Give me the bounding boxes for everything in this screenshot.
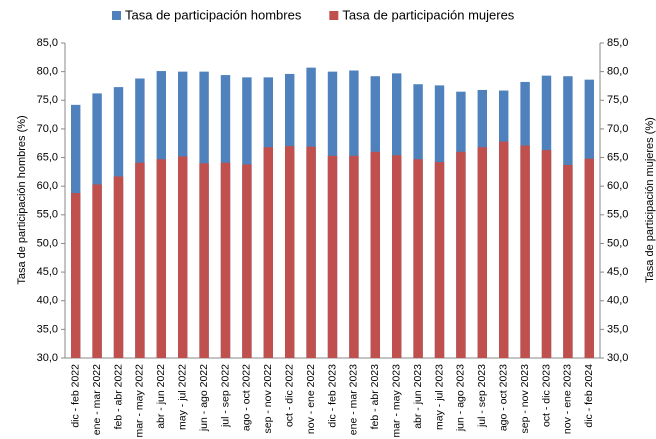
bar (434, 162, 445, 358)
y2-axis-title: Tasa de participación mujeres (%) (644, 117, 656, 283)
x-tick-label: ago - oct 2023 (497, 364, 509, 431)
x-tick-label: oct - dic 2023 (540, 364, 552, 427)
bar (456, 151, 466, 358)
legend-label: Tasa de participación mujeres (342, 7, 514, 22)
x-tick-label: jun - ago 2023 (455, 364, 467, 432)
x-tick-label: dic - feb 2024 (583, 364, 595, 428)
legend-swatch (112, 11, 121, 20)
bar (563, 164, 573, 358)
bar (391, 155, 402, 358)
legend-swatch (329, 11, 339, 20)
x-tick-label: jul - sep 2023 (476, 364, 488, 428)
bar (327, 155, 338, 358)
bar (520, 145, 530, 358)
legend-label: Tasa de participación hombres (125, 7, 302, 22)
x-tick-label: may - jul 2022 (176, 364, 188, 430)
y2-tick-label: 30,0 (607, 352, 628, 364)
y2-tick-label: 40,0 (607, 295, 628, 307)
x-tick-label: mar - may 2022 (134, 364, 146, 438)
bar (113, 176, 124, 358)
y-tick-label: 45,0 (37, 266, 58, 278)
y-tick-label: 80,0 (37, 66, 58, 78)
x-tick-label: dic - feb 2022 (69, 364, 81, 428)
y-tick-label: 65,0 (37, 151, 58, 163)
y2-tick-label: 35,0 (607, 323, 628, 335)
x-tick-label: mar - may 2023 (390, 364, 402, 438)
x-tick-label: jun - ago 2022 (198, 364, 210, 432)
bar (477, 147, 488, 358)
y-tick-label: 30,0 (37, 352, 58, 364)
y-tick-label: 75,0 (37, 94, 58, 106)
y-tick-label: 70,0 (37, 123, 58, 135)
x-tick-label: nov - ene 2022 (305, 364, 317, 434)
y-tick-label: 55,0 (37, 209, 58, 221)
x-tick-label: ago - oct 2022 (241, 364, 253, 431)
bar (498, 141, 509, 358)
x-tick-label: ene - mar 2022 (91, 364, 103, 435)
x-tick-label: oct - dic 2022 (283, 364, 295, 427)
bar (220, 162, 231, 358)
x-tick-label: dic - feb 2023 (326, 364, 338, 428)
x-tick-label: sep - nov 2023 (519, 364, 531, 434)
y-tick-label: 85,0 (37, 37, 58, 49)
x-tick-label: jul - sep 2022 (219, 364, 231, 428)
bar (177, 156, 188, 358)
bar (584, 158, 595, 358)
bar (349, 155, 359, 358)
y2-tick-label: 70,0 (607, 123, 628, 135)
bar (156, 159, 167, 358)
bar (370, 151, 381, 358)
bar (242, 164, 252, 358)
y2-tick-label: 80,0 (607, 66, 628, 78)
x-tick-label: may - jul 2023 (433, 364, 445, 430)
y2-tick-label: 85,0 (607, 37, 628, 49)
bar (70, 193, 81, 358)
y-axis-title: Tasa de participación hombres (%) (16, 115, 28, 284)
bar (541, 150, 552, 358)
bar (413, 159, 423, 358)
x-tick-label: sep - nov 2022 (262, 364, 274, 434)
bar (263, 147, 274, 358)
x-tick-label: ene - mar 2023 (348, 364, 360, 435)
y2-tick-label: 55,0 (607, 209, 628, 221)
bar (284, 146, 295, 358)
y2-tick-label: 45,0 (607, 266, 628, 278)
y-tick-label: 40,0 (37, 295, 58, 307)
bar (199, 163, 209, 358)
x-tick-label: nov - ene 2023 (562, 364, 574, 434)
bar (92, 184, 102, 358)
y2-tick-label: 65,0 (607, 151, 628, 163)
bar (306, 146, 316, 358)
x-tick-label: feb - abr 2023 (369, 364, 381, 430)
x-tick-label: abr - jun 2023 (412, 364, 424, 429)
y2-tick-label: 75,0 (607, 94, 628, 106)
y-tick-label: 35,0 (37, 323, 58, 335)
y-tick-label: 50,0 (37, 237, 58, 249)
y-tick-label: 60,0 (37, 180, 58, 192)
y2-tick-label: 50,0 (607, 237, 628, 249)
bar (135, 162, 145, 358)
x-tick-label: feb - abr 2022 (112, 364, 124, 430)
y2-tick-label: 60,0 (607, 180, 628, 192)
x-tick-label: abr - jun 2022 (155, 364, 167, 429)
